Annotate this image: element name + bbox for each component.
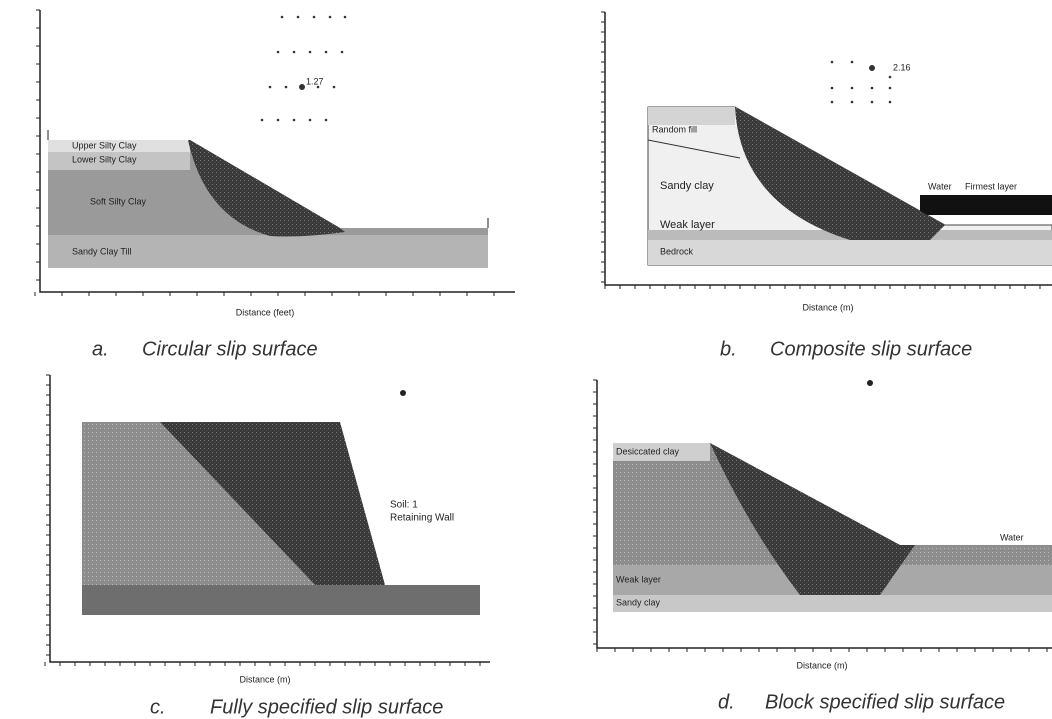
layer-label: Sandy clay <box>616 597 661 607</box>
layer-label: Upper Silty Clay <box>72 140 137 150</box>
caption: Circular slip surface <box>142 338 318 360</box>
layer <box>648 240 1052 265</box>
axis-title: Distance (m) <box>802 302 853 312</box>
factor-of-safety: 1.27 <box>306 76 324 86</box>
layer-label: Lower Silty Clay <box>72 154 137 164</box>
panel-b: 2.16 Random fill Sandy clay Water Firmes… <box>605 12 1052 360</box>
grid-dots <box>831 61 892 104</box>
center <box>400 390 406 396</box>
figure: 1.27 Upper Silty Clay Lower Silty Clay S… <box>0 0 1052 719</box>
axis-title: Distance (m) <box>796 660 847 670</box>
panel-a: 1.27 Upper Silty Clay Lower Silty Clay S… <box>40 10 515 360</box>
caption-letter: b. <box>720 338 737 360</box>
axis-title: Distance (m) <box>239 674 290 684</box>
grid-dots <box>261 16 347 122</box>
caption: Fully specified slip surface <box>210 696 443 718</box>
layer-label: Weak layer <box>616 574 661 584</box>
layer-label: Desiccated clay <box>616 446 680 456</box>
caption: Composite slip surface <box>770 338 972 360</box>
label: Soil: 1 <box>390 500 418 511</box>
layer-label: Bedrock <box>660 246 694 256</box>
layer-label: Weak layer <box>660 219 715 231</box>
layer-label: Water <box>928 181 952 191</box>
layer <box>82 585 480 615</box>
factor-of-safety: 2.16 <box>893 62 911 72</box>
layer <box>613 595 1052 612</box>
layer-label: Water <box>1000 532 1024 542</box>
layer <box>648 107 735 125</box>
layer-label: Firmest layer <box>965 181 1017 191</box>
panel-c: Soil: 1 Retaining Wall Distance (m) c. F… <box>50 375 490 718</box>
label: Retaining Wall <box>390 513 454 524</box>
layer-label: Sandy clay <box>660 180 714 192</box>
caption-letter: c. <box>150 696 166 718</box>
caption: Block specified slip surface <box>765 691 1005 713</box>
caption-letter: d. <box>718 691 735 713</box>
layer-label: Soft Silty Clay <box>90 196 147 206</box>
layer <box>920 195 1052 215</box>
axis-title: Distance (feet) <box>236 307 295 317</box>
caption-letter: a. <box>92 338 109 360</box>
panel-d: Desiccated clay Water Weak layer Sandy c… <box>597 380 1052 713</box>
layer-label: Random fill <box>652 124 697 134</box>
center <box>867 380 873 386</box>
layer-label: Sandy Clay Till <box>72 246 132 256</box>
